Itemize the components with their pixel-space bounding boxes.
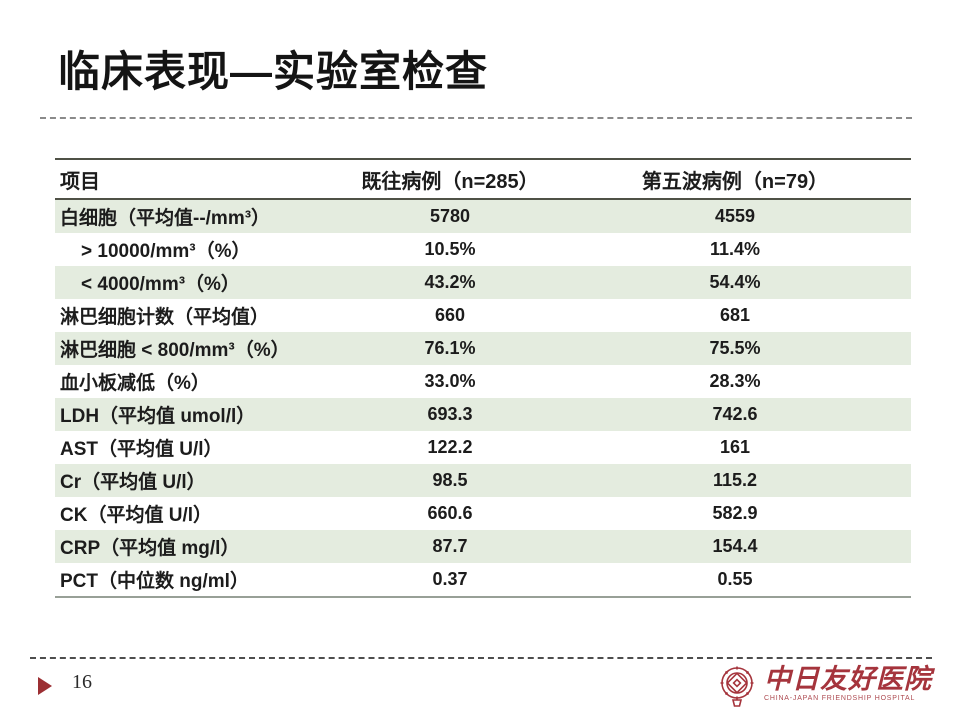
table-row: Cr（平均值 U/l） 98.5 115.2 [55, 464, 911, 497]
table-row: > 10000/mm³（%） 10.5% 11.4% [55, 233, 911, 266]
table-row: AST（平均值 U/l） 122.2 161 [55, 431, 911, 464]
table-body: 白细胞（平均值--/mm³） 5780 4559 > 10000/mm³（%） … [55, 200, 911, 598]
row-label: Cr（平均值 U/l） [60, 472, 206, 493]
title-divider [40, 117, 912, 119]
row-label: CRP（平均值 mg/l） [60, 538, 240, 559]
table-row: CK（平均值 U/l） 660.6 582.9 [55, 497, 911, 530]
table-header-row: 项目 既往病例（n=285） 第五波病例（n=79） [55, 158, 911, 200]
row-value-previous: 660 [434, 305, 466, 325]
row-value-previous: 693.3 [427, 404, 473, 424]
row-value-fifth-wave: 0.55 [717, 569, 753, 589]
hospital-name: 中日友好医院 [764, 664, 932, 694]
column-header-previous-cases: 既往病例（n=285） [361, 170, 539, 193]
column-header-item: 项目 [60, 170, 100, 193]
table-row: PCT（中位数 ng/ml） 0.37 0.55 [55, 563, 911, 596]
row-label: PCT（中位数 ng/ml） [60, 571, 249, 592]
row-value-previous: 43.2% [424, 272, 476, 292]
row-value-fifth-wave: 582.9 [712, 503, 758, 523]
row-label: < 4000/mm³（%） [81, 274, 240, 295]
row-value-fifth-wave: 28.3% [709, 371, 761, 391]
table-row: 淋巴细胞计数（平均值） 660 681 [55, 299, 911, 332]
row-value-previous: 76.1% [424, 338, 476, 358]
row-value-previous: 33.0% [424, 371, 476, 391]
hospital-name-english: CHINA-JAPAN FRIENDSHIP HOSPITAL [764, 695, 916, 702]
row-value-fifth-wave: 742.6 [712, 404, 758, 424]
row-value-previous: 5780 [429, 206, 471, 226]
row-label: 淋巴细胞计数（平均值） [60, 307, 270, 328]
row-label: LDH（平均值 umol/l） [60, 406, 256, 427]
page-arrow-icon [38, 677, 52, 695]
table-row: 白细胞（平均值--/mm³） 5780 4559 [55, 200, 911, 233]
row-value-fifth-wave: 4559 [714, 206, 756, 226]
row-value-previous: 87.7 [432, 536, 468, 556]
row-value-previous: 98.5 [432, 470, 468, 490]
row-value-previous: 0.37 [432, 569, 468, 589]
row-value-previous: 660.6 [427, 503, 473, 523]
page-number: 16 [72, 671, 92, 693]
row-value-fifth-wave: 75.5% [709, 338, 761, 358]
table-row: CRP（平均值 mg/l） 87.7 154.4 [55, 530, 911, 563]
table-row: LDH（平均值 umol/l） 693.3 742.6 [55, 398, 911, 431]
table-row: 淋巴细胞 < 800/mm³（%） 76.1% 75.5% [55, 332, 911, 365]
table-row: 血小板减低（%） 33.0% 28.3% [55, 365, 911, 398]
row-label: 白细胞（平均值--/mm³） [60, 208, 271, 229]
row-value-fifth-wave: 11.4% [709, 239, 761, 259]
row-value-fifth-wave: 115.2 [712, 470, 758, 490]
hospital-emblem-icon [720, 666, 754, 707]
row-value-previous: 122.2 [427, 437, 473, 457]
column-header-fifth-wave-cases: 第五波病例（n=79） [641, 170, 829, 193]
page-title: 临床表现—实验室检查 [58, 48, 489, 95]
row-value-previous: 10.5% [424, 239, 476, 259]
lab-results-table: 项目 既往病例（n=285） 第五波病例（n=79） 白细胞（平均值--/mm³… [55, 158, 911, 598]
row-value-fifth-wave: 154.4 [712, 536, 758, 556]
row-label: > 10000/mm³（%） [81, 241, 251, 262]
row-label: CK（平均值 U/l） [60, 505, 213, 526]
row-value-fifth-wave: 54.4% [709, 272, 761, 292]
row-label: 血小板减低（%） [60, 373, 210, 394]
row-label: AST（平均值 U/l） [60, 439, 223, 460]
row-label: 淋巴细胞 < 800/mm³（%） [60, 340, 290, 361]
row-value-fifth-wave: 681 [719, 305, 751, 325]
footer-divider [30, 657, 932, 659]
hospital-logo: 中日友好医院 CHINA-JAPAN FRIENDSHIP HOSPITAL [716, 664, 932, 710]
row-value-fifth-wave: 161 [719, 437, 751, 457]
table-row: < 4000/mm³（%） 43.2% 54.4% [55, 266, 911, 299]
